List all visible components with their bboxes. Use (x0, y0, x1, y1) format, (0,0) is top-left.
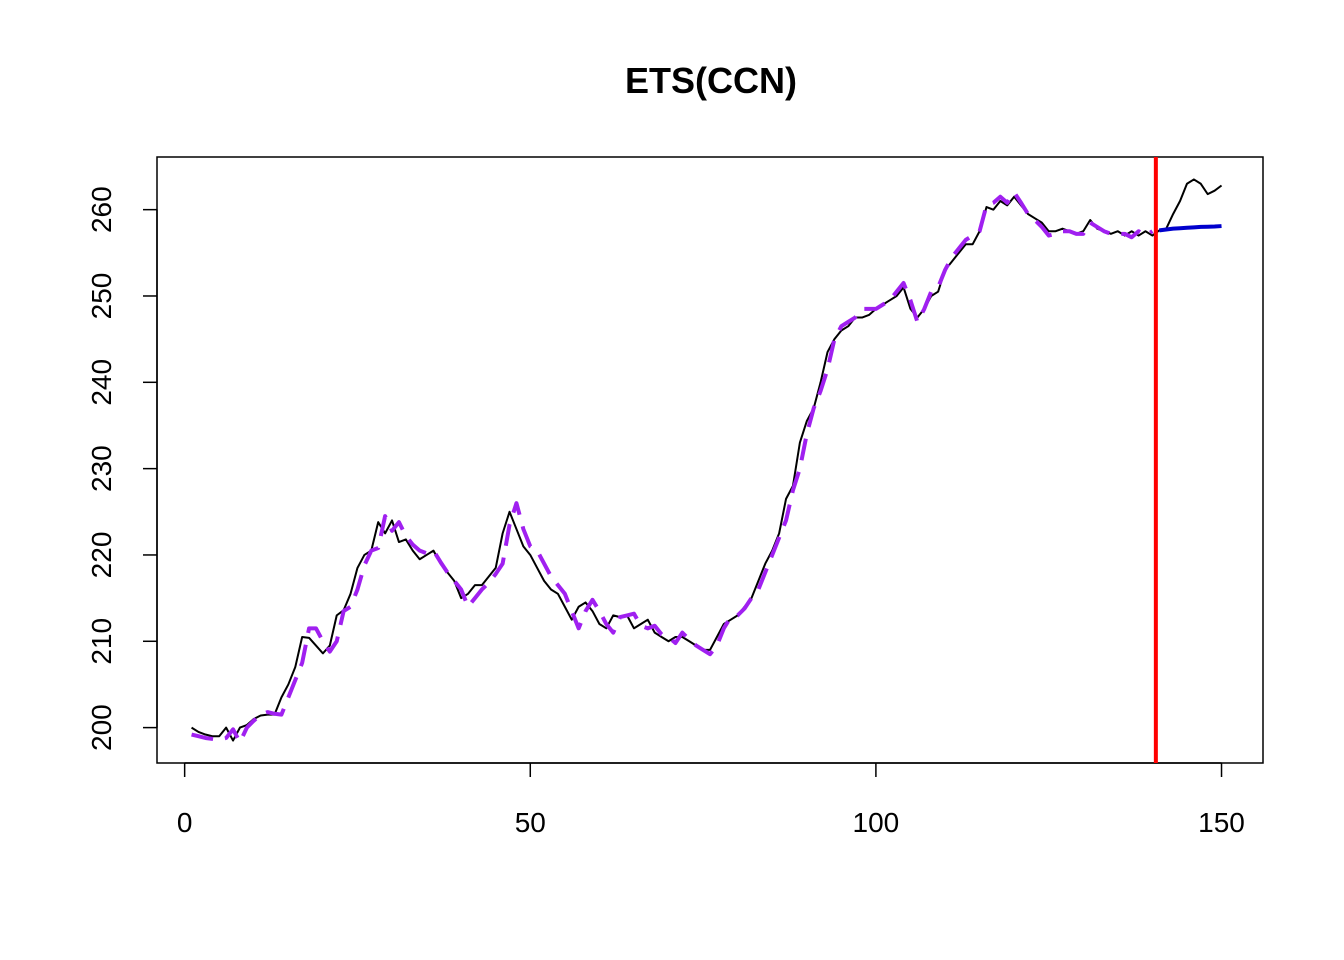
y-tick-label: 260 (86, 186, 117, 233)
chart-title: ETS(CCN) (625, 60, 797, 101)
y-axis: 200 210 220 230 240 250 260 (86, 186, 158, 751)
actual-series-line (191, 178, 1223, 742)
y-tick-label: 250 (86, 273, 117, 320)
x-tick-label: 100 (853, 807, 900, 838)
fitted-series-line (191, 190, 1154, 745)
x-tick-label: 0 (177, 807, 193, 838)
y-tick-label: 230 (86, 445, 117, 492)
y-tick-label: 220 (86, 532, 117, 579)
x-tick-label: 50 (515, 807, 546, 838)
y-tick-label: 210 (86, 618, 117, 665)
forecast-series-line (1159, 224, 1222, 233)
y-tick-label: 240 (86, 359, 117, 406)
series-layer (191, 157, 1223, 763)
y-tick-label: 200 (86, 704, 117, 751)
x-tick-label: 150 (1198, 807, 1245, 838)
x-axis: 0 50 100 150 (177, 762, 1245, 838)
plot-frame (156, 156, 1264, 764)
